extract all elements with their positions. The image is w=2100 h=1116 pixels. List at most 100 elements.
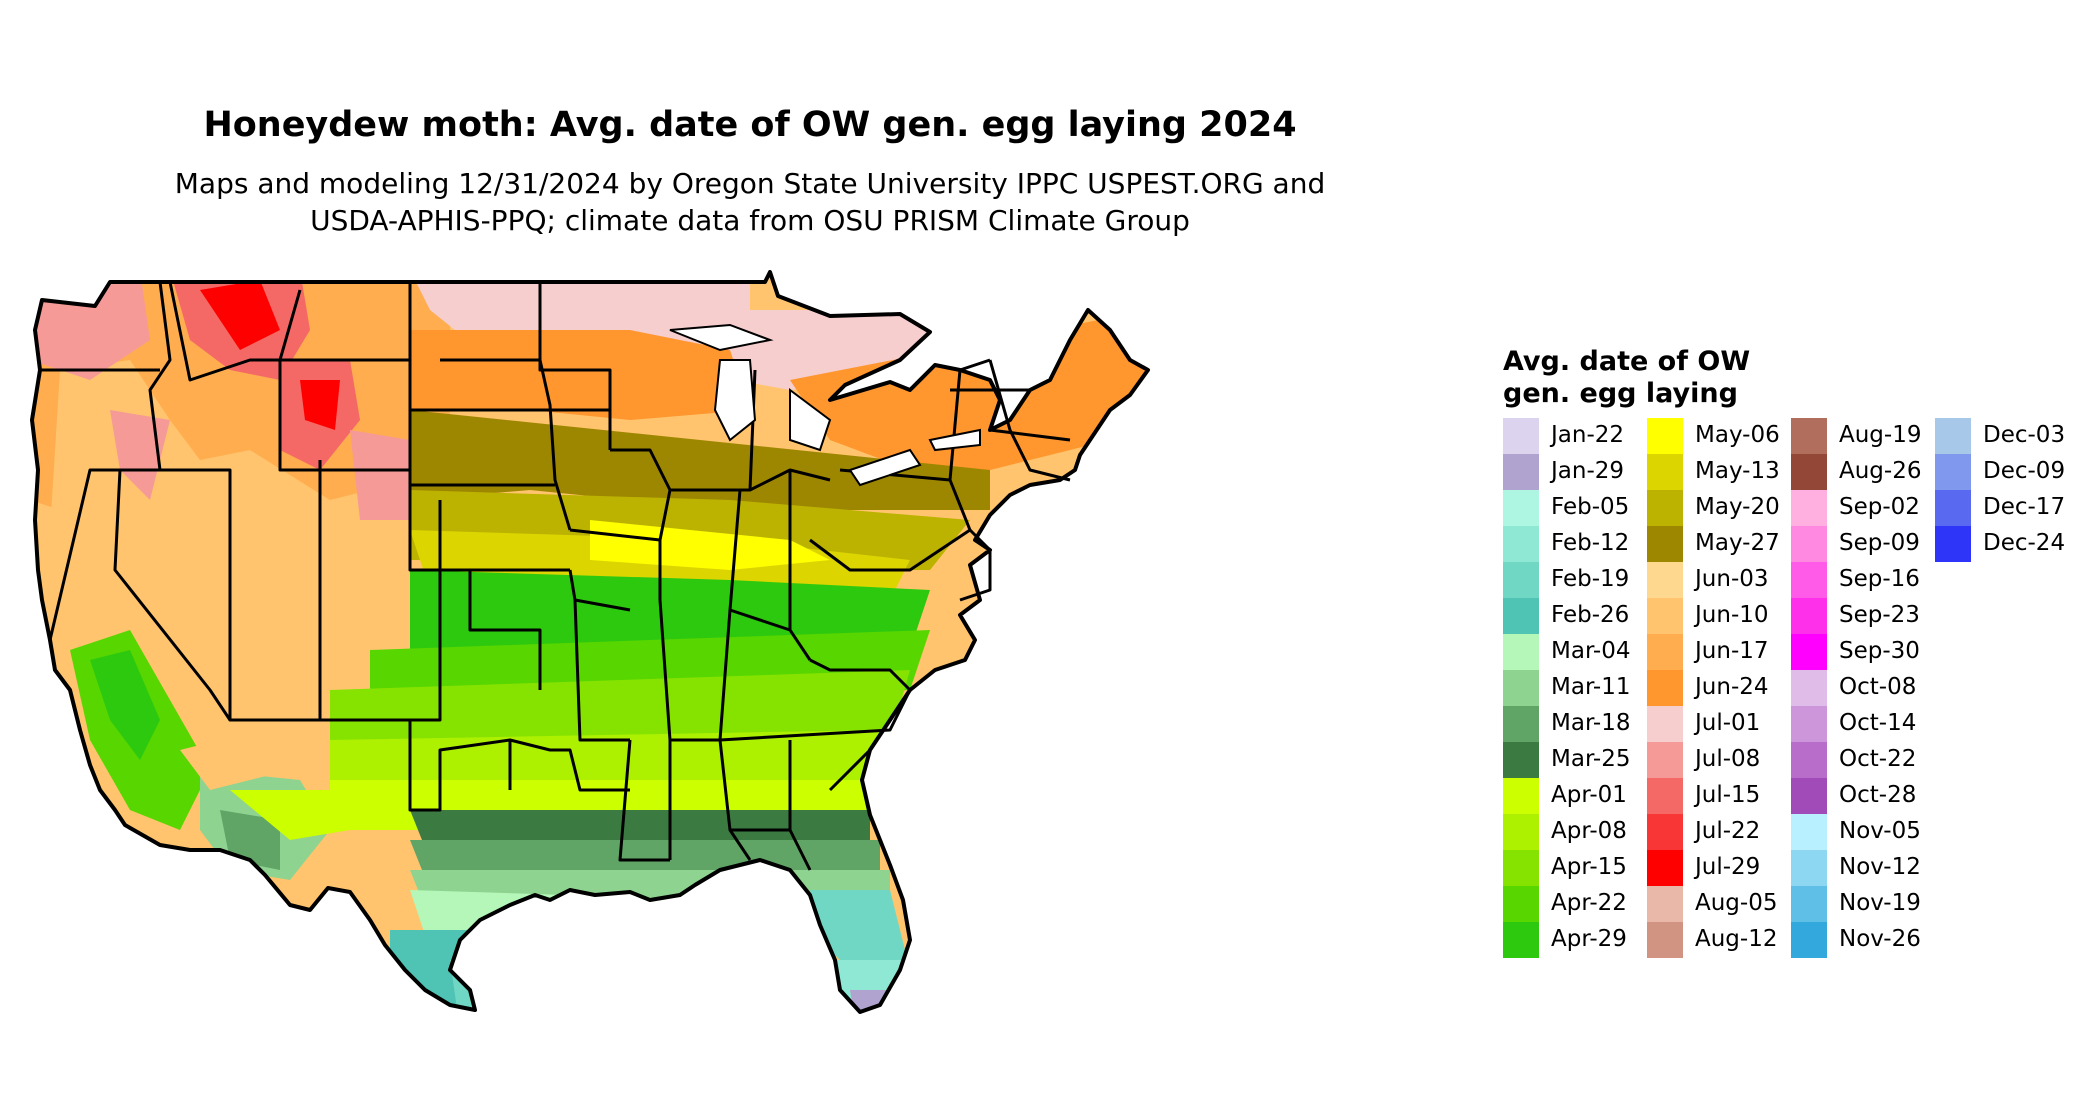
great-lakes [669, 323, 981, 487]
legend-swatch [1503, 490, 1539, 526]
legend-swatch [1791, 814, 1827, 850]
legend-item: Apr-29 [1503, 922, 1653, 958]
legend-swatch [1791, 454, 1827, 490]
us-phenology-map [30, 270, 1150, 1014]
legend-label: Jun-10 [1695, 602, 1769, 628]
legend-label: Mar-04 [1551, 638, 1631, 664]
subtitle-line-2: USDA-APHIS-PPQ; climate data from OSU PR… [310, 204, 1190, 237]
legend-label: Jul-08 [1695, 746, 1761, 772]
legend-item: Oct-14 [1791, 706, 1941, 742]
legend-label: May-13 [1695, 458, 1780, 484]
legend-swatch [1503, 454, 1539, 490]
legend-label: Jun-17 [1695, 638, 1769, 664]
legend-label: Sep-30 [1839, 638, 1920, 664]
legend-item: Feb-12 [1503, 526, 1653, 562]
legend-swatch [1791, 778, 1827, 814]
legend-label: Aug-19 [1839, 422, 1922, 448]
legend-swatch [1503, 418, 1539, 454]
subtitle-line-1: Maps and modeling 12/31/2024 by Oregon S… [174, 167, 1326, 200]
legend-swatch [1791, 526, 1827, 562]
legend-item: Oct-28 [1791, 778, 1941, 814]
legend-item: May-13 [1647, 454, 1797, 490]
legend-swatch [1503, 742, 1539, 778]
legend-label: Aug-26 [1839, 458, 1922, 484]
legend-item: Oct-08 [1791, 670, 1941, 706]
legend-label: Apr-15 [1551, 854, 1627, 880]
legend-title: Avg. date of OW gen. egg laying [1503, 346, 1823, 410]
legend-swatch [1647, 922, 1683, 958]
legend-swatch [1503, 850, 1539, 886]
legend-label: Mar-11 [1551, 674, 1631, 700]
map-title: Honeydew moth: Avg. date of OW gen. egg … [203, 105, 1297, 145]
legend-item: May-06 [1647, 418, 1797, 454]
phenology-color-bands [32, 272, 1148, 1012]
legend-label: Jun-03 [1695, 566, 1769, 592]
legend-label: May-20 [1695, 494, 1780, 520]
legend-item: Jul-01 [1647, 706, 1797, 742]
legend-swatch [1647, 814, 1683, 850]
legend-item: May-20 [1647, 490, 1797, 526]
legend-swatch [1503, 562, 1539, 598]
legend-swatch [1503, 886, 1539, 922]
legend-item: Mar-25 [1503, 742, 1653, 778]
legend-label: Nov-26 [1839, 926, 1921, 952]
legend-swatch [1503, 922, 1539, 958]
legend-label: Jun-24 [1695, 674, 1769, 700]
legend-label: Dec-03 [1983, 422, 2066, 448]
legend-item: Apr-08 [1503, 814, 1653, 850]
legend-swatch [1503, 706, 1539, 742]
legend-swatch [1647, 742, 1683, 778]
legend-item: Feb-05 [1503, 490, 1653, 526]
legend-swatch [1647, 850, 1683, 886]
legend-label: Jul-29 [1695, 854, 1761, 880]
legend-item: Aug-12 [1647, 922, 1797, 958]
legend-swatch [1791, 598, 1827, 634]
legend-label: Oct-28 [1839, 782, 1917, 808]
legend-label: Aug-05 [1695, 890, 1778, 916]
legend-item: May-27 [1647, 526, 1797, 562]
legend-item: Aug-05 [1647, 886, 1797, 922]
legend-label: Dec-17 [1983, 494, 2066, 520]
legend-label: Jan-22 [1551, 422, 1625, 448]
legend-swatch [1647, 490, 1683, 526]
legend-item: Sep-16 [1791, 562, 1941, 598]
legend-swatch [1503, 814, 1539, 850]
legend-label: Apr-01 [1551, 782, 1627, 808]
legend-label: Oct-08 [1839, 674, 1917, 700]
legend-label: Feb-26 [1551, 602, 1630, 628]
legend-label: Aug-12 [1695, 926, 1778, 952]
legend-label: Nov-12 [1839, 854, 1921, 880]
legend-label: Apr-08 [1551, 818, 1627, 844]
state-boundaries [30, 270, 1150, 1014]
legend-label: Jul-22 [1695, 818, 1761, 844]
legend-item: Sep-23 [1791, 598, 1941, 634]
legend-label: Sep-16 [1839, 566, 1920, 592]
legend-label: Feb-19 [1551, 566, 1630, 592]
legend-item: Jul-29 [1647, 850, 1797, 886]
legend-swatch [1647, 634, 1683, 670]
legend-swatch [1647, 670, 1683, 706]
legend-item: Dec-17 [1935, 490, 2085, 526]
legend-item: Dec-03 [1935, 418, 2085, 454]
legend-item: Sep-30 [1791, 634, 1941, 670]
legend-swatch [1791, 706, 1827, 742]
legend-swatch [1791, 850, 1827, 886]
legend-item: Apr-15 [1503, 850, 1653, 886]
legend-swatch [1791, 418, 1827, 454]
legend-item: Nov-26 [1791, 922, 1941, 958]
legend-item: Aug-19 [1791, 418, 1941, 454]
legend-swatch [1935, 454, 1971, 490]
legend-item: Jun-10 [1647, 598, 1797, 634]
legend-item: Jul-22 [1647, 814, 1797, 850]
legend-item: Jul-08 [1647, 742, 1797, 778]
legend-swatch [1647, 454, 1683, 490]
legend-item: Mar-11 [1503, 670, 1653, 706]
legend-swatch [1647, 418, 1683, 454]
legend-item: Dec-09 [1935, 454, 2085, 490]
legend-label: Dec-09 [1983, 458, 2066, 484]
legend-item: Nov-19 [1791, 886, 1941, 922]
legend-item: Nov-05 [1791, 814, 1941, 850]
legend-swatch [1935, 418, 1971, 454]
legend-swatch [1647, 886, 1683, 922]
legend-swatch [1791, 922, 1827, 958]
